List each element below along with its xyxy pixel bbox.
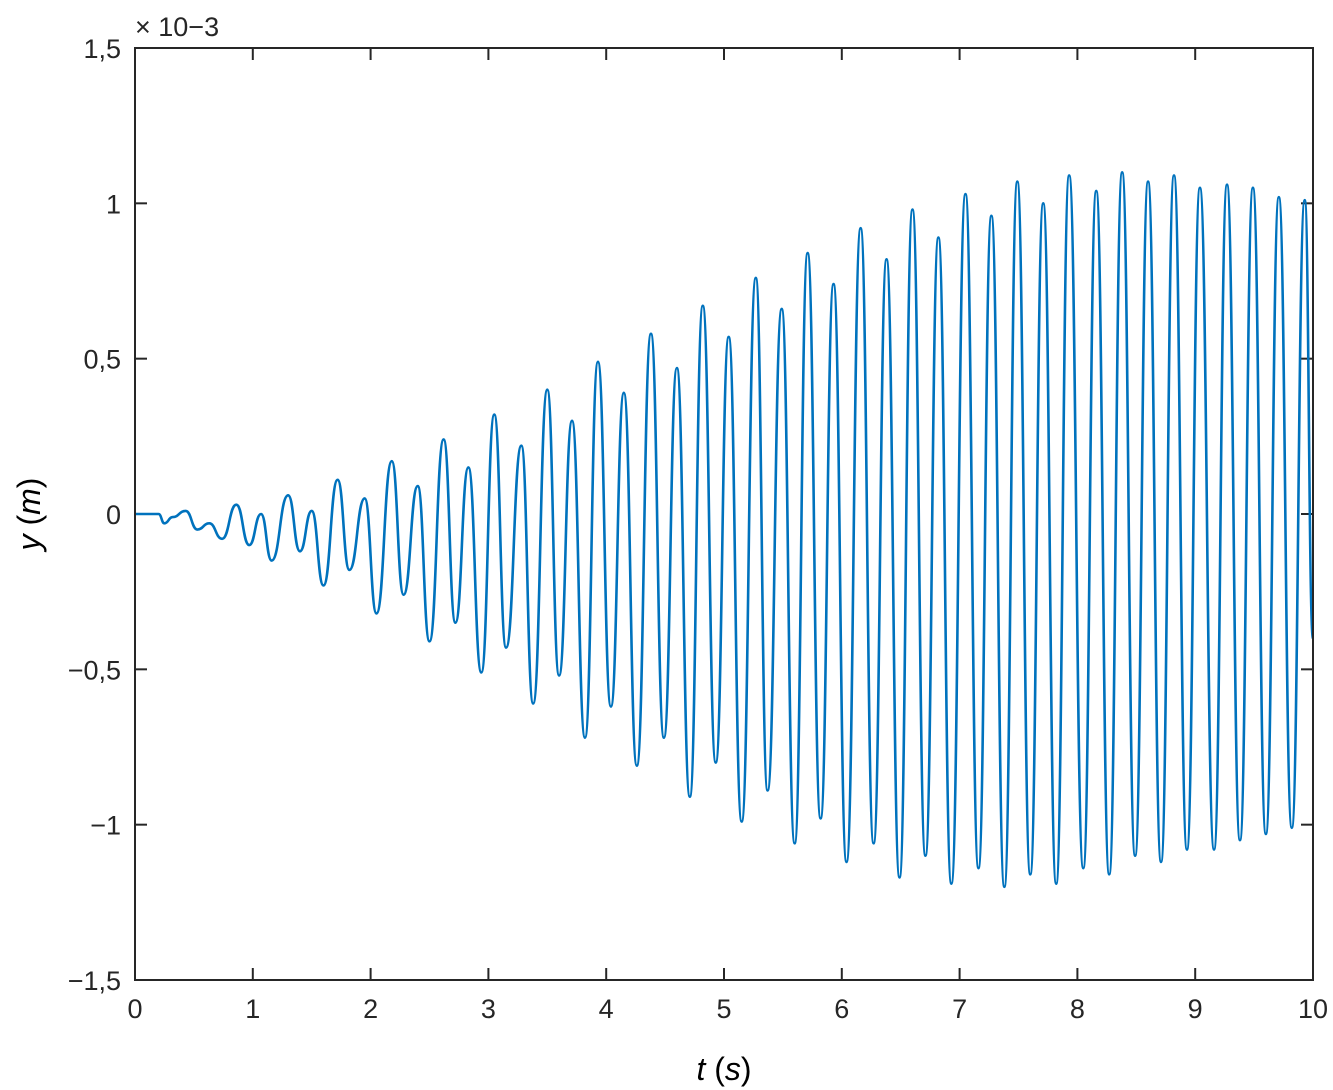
y-axis-unit: m: [11, 488, 47, 515]
y-tick-label-3: 0: [106, 500, 121, 530]
x-axis-var: t: [696, 1051, 706, 1087]
x-axis-label: t (s): [696, 1051, 751, 1087]
x-axis-open-paren: (: [705, 1051, 725, 1087]
x-tick-label-4: 4: [599, 994, 614, 1024]
x-tick-label-5: 5: [716, 994, 731, 1024]
tick-labels: 0 1 2 3 4 5 6 7 8 9 10 −1,5 −1 −0,5 0 0,5 1 1,5: [68, 34, 1328, 1024]
series-layer: [134, 170, 1315, 889]
y-axis-label: y (m): [11, 478, 47, 553]
y-axis-var: y: [11, 532, 47, 552]
y-tick-label-1: −1: [90, 811, 121, 841]
plot-frame: [134, 47, 1314, 981]
series-line-0: [134, 170, 1315, 889]
x-tick-label-9: 9: [1188, 994, 1203, 1024]
y-axis-close-paren: ): [11, 478, 47, 489]
x-tick-label-8: 8: [1070, 994, 1085, 1024]
x-tick-label-6: 6: [834, 994, 849, 1024]
y-axis-open-paren: (: [11, 515, 47, 535]
x-tick-label-2: 2: [363, 994, 378, 1024]
x-axis-unit: s: [725, 1051, 741, 1087]
x-tick-label-0: 0: [127, 994, 142, 1024]
y-tick-label-4: 0,5: [83, 345, 121, 375]
x-tick-label-10: 10: [1298, 994, 1328, 1024]
x-tick-label-3: 3: [481, 994, 496, 1024]
x-tick-label-1: 1: [245, 994, 260, 1024]
y-tick-label-0: −1,5: [68, 966, 121, 996]
x-axis-close-paren: ): [741, 1051, 752, 1087]
y-tick-label-5: 1: [106, 189, 121, 219]
x-tick-label-7: 7: [952, 994, 967, 1024]
y-exponent-label: × 10−3: [135, 12, 219, 42]
y-tick-label-6: 1,5: [83, 34, 121, 64]
y-tick-label-2: −0,5: [68, 655, 121, 685]
